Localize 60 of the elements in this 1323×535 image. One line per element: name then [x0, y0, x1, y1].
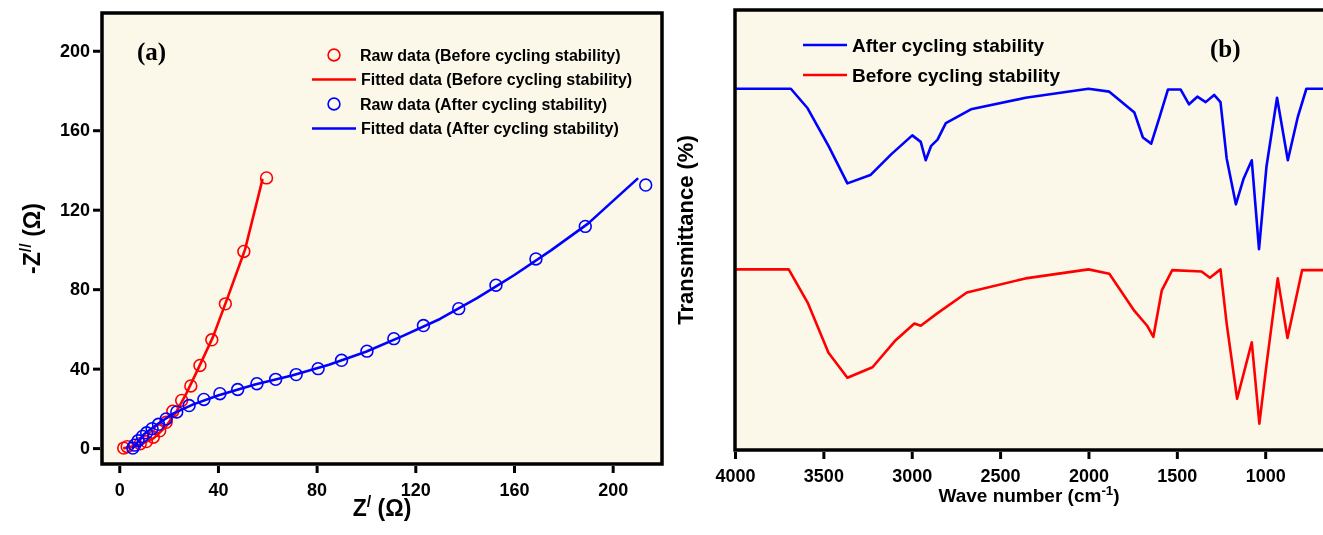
point [146, 430, 161, 444]
point [205, 333, 219, 347]
x-tick-label: 3000 [892, 465, 933, 486]
y-tick-label: 40 [69, 358, 90, 379]
point [289, 367, 303, 382]
point [166, 404, 180, 418]
x-tick-label: 160 [499, 479, 530, 500]
y-tick-label: 120 [59, 199, 90, 220]
point [184, 379, 198, 393]
legend-label: Fitted data (Before cycling stability) [361, 71, 633, 89]
point [139, 434, 154, 449]
point [197, 392, 211, 407]
chart-title: (b) [1210, 35, 1241, 63]
y-tick-label: 200 [59, 41, 90, 62]
point [139, 426, 154, 440]
x-tick-label: 80 [307, 479, 328, 500]
text: (a) [137, 38, 167, 66]
x-tick-label: 40 [208, 479, 229, 500]
point [213, 386, 227, 401]
x-tick-label: 200 [598, 479, 629, 500]
point [250, 377, 264, 391]
x-tick-label: 1500 [1157, 465, 1198, 486]
point [182, 398, 196, 413]
legend-label: Raw data (Before cycling stability) [360, 46, 621, 64]
point [387, 331, 401, 346]
point [360, 344, 374, 358]
legend-label: Fitted data (After cycling stability) [361, 120, 619, 138]
y-axis-title: Transmittance (%) [673, 135, 698, 325]
point [170, 405, 184, 419]
point [416, 318, 431, 333]
point [116, 441, 131, 455]
point [578, 219, 592, 234]
x-tick-label: 1000 [1245, 465, 1286, 486]
point [174, 393, 189, 408]
point [311, 361, 325, 376]
point [145, 421, 159, 436]
y-tick-label: 0 [79, 438, 90, 459]
point [120, 440, 134, 454]
point [452, 301, 466, 316]
point [135, 429, 150, 444]
x-tick-label: 4000 [715, 465, 756, 486]
x-tick-label: 0 [114, 479, 125, 500]
point [639, 178, 653, 192]
y-tick-label: 80 [69, 279, 90, 300]
point [334, 353, 349, 367]
legend-label: Before cycling stability [852, 64, 1061, 86]
point [489, 278, 503, 292]
legend-label: After cycling stability [852, 34, 1045, 56]
point [151, 417, 166, 431]
point [193, 358, 207, 373]
y-tick-label: 160 [59, 120, 90, 141]
x-tick-label: 3500 [803, 465, 844, 486]
point [268, 372, 283, 387]
point [230, 382, 245, 397]
point [153, 424, 167, 438]
point [529, 252, 543, 266]
point [218, 297, 233, 311]
point [237, 244, 251, 259]
point [259, 171, 274, 185]
legend-label: Raw data (After cycling stability) [360, 95, 608, 113]
